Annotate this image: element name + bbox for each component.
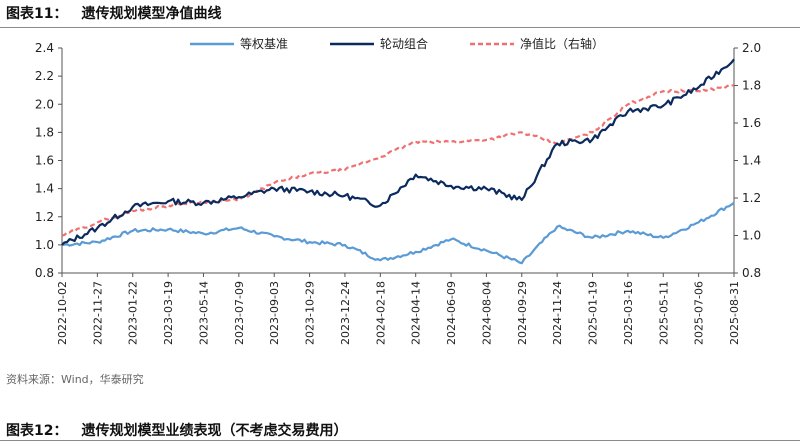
- title-divider: [0, 27, 800, 28]
- left-tick-label: 1.8: [35, 125, 54, 139]
- x-tick-label: 2024-02-18: [374, 281, 387, 345]
- x-tick-label: 2023-03-19: [162, 281, 175, 345]
- left-tick-label: 0.8: [35, 266, 54, 280]
- legend-equal-weight-label: 等权基准: [240, 37, 288, 51]
- figure-title-text: 遗传规划模型净值曲线: [81, 6, 222, 22]
- left-tick-label: 1.2: [35, 210, 54, 224]
- right-tick-label: 2.0: [742, 41, 761, 55]
- x-tick-label: 2024-08-04: [480, 281, 493, 345]
- right-tick-label: 0.8: [742, 266, 761, 280]
- x-tick-label: 2025-01-19: [587, 281, 600, 345]
- x-tick-label: 2024-06-09: [445, 281, 458, 345]
- right-tick-label: 1.0: [742, 229, 761, 243]
- next-figure-title: 图表12： 遗传规划模型业绩表现（不考虑交易费用）: [6, 419, 347, 443]
- x-tick-label: 2022-11-27: [91, 281, 104, 345]
- x-tick-label: 2023-10-29: [304, 281, 317, 345]
- figure-title: 图表11： 遗传规划模型净值曲线: [6, 2, 221, 26]
- x-tick-label: 2023-09-03: [268, 281, 281, 345]
- next-figure-label: 图表12：: [6, 423, 68, 439]
- x-tick-label: 2023-01-22: [127, 281, 140, 345]
- right-tick-label: 1.4: [742, 154, 761, 168]
- right-tick-label: 1.6: [742, 116, 761, 130]
- x-tick-label: 2023-07-09: [233, 281, 246, 345]
- left-tick-label: 2.0: [35, 97, 54, 111]
- x-tick-label: 2025-07-06: [693, 281, 706, 345]
- x-tick-label: 2025-05-11: [657, 281, 670, 345]
- next-figure-title-text: 遗传规划模型业绩表现（不考虑交易费用）: [81, 423, 348, 439]
- left-tick-label: 1.6: [35, 154, 54, 168]
- net-value-chart: 0.8 1.0 1.2 1.4 1.6 1.8 2.0 2.2 2.4 0.8 1.0 1.2 1.4 1…: [35, 36, 761, 345]
- x-tick-label: 2025-03-16: [622, 281, 635, 345]
- left-tick-label: 1.0: [35, 238, 54, 252]
- legend-net-value-ratio-label: 净值比（右轴）: [520, 36, 604, 51]
- right-tick-label: 1.8: [742, 79, 761, 93]
- left-tick-label: 1.4: [35, 182, 54, 196]
- x-tick-label: 2025-08-31: [728, 281, 741, 345]
- figure-label: 图表11：: [6, 6, 68, 22]
- series-line-rotation-portfolio: [61, 58, 735, 246]
- source-note: 资料来源：Wind，华泰研究: [6, 373, 144, 386]
- series-line-net-value-ratio: [61, 84, 735, 237]
- legend-rotation-portfolio-label: 轮动组合: [380, 36, 428, 51]
- x-tick-label: 2024-09-29: [516, 281, 529, 345]
- x-tick-label: 2024-11-24: [551, 281, 564, 345]
- series-line-equal-weight: [61, 201, 735, 265]
- right-tick-label: 1.2: [742, 191, 761, 205]
- bottom-divider: [0, 440, 800, 441]
- left-tick-label: 2.2: [35, 69, 54, 83]
- x-tick-label: 2023-12-24: [339, 281, 352, 345]
- x-tick-label: 2022-10-02: [56, 281, 69, 345]
- x-tick-label: 2023-05-14: [197, 281, 210, 345]
- x-tick-label: 2024-04-14: [410, 281, 423, 345]
- left-tick-label: 2.4: [35, 41, 54, 55]
